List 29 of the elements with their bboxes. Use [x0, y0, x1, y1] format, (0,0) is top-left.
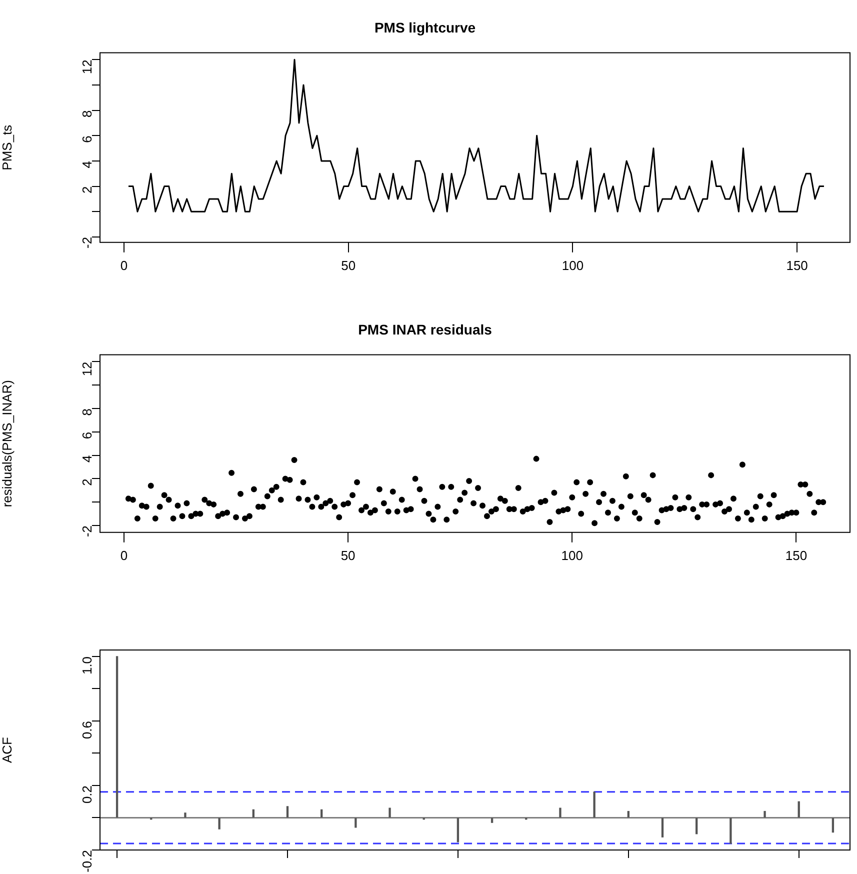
- x-tick-label: 50: [340, 548, 356, 563]
- x-tick-label: 0: [120, 258, 128, 273]
- x-tick-label: 100: [561, 548, 583, 563]
- y-tick-label: 12: [80, 60, 95, 74]
- chart-title: PMS INAR residuals: [358, 321, 492, 338]
- y-tick-label: 6: [80, 136, 95, 143]
- x-tick-label: 150: [785, 548, 808, 563]
- x-tick-label: 150: [786, 258, 808, 273]
- y-tick-label: -0.2: [80, 850, 95, 872]
- x-tick-label: 0: [120, 548, 128, 563]
- y-tick-label: 0.6: [80, 720, 95, 740]
- chart-title: PMS lightcurve: [374, 19, 476, 36]
- y-tick-label: 4: [80, 455, 95, 463]
- y-tick-label: 4: [80, 160, 95, 168]
- x-tick-label: 50: [341, 258, 356, 273]
- y-tick-label: -2: [80, 525, 95, 538]
- y-tick-label: 8: [80, 408, 95, 416]
- y-axis-title: ACF: [0, 736, 14, 763]
- y-tick-label: 6: [80, 432, 95, 440]
- y-tick-label: 0.2: [80, 785, 95, 804]
- y-tick-label: 8: [80, 110, 95, 118]
- y-tick-label: -2: [80, 236, 95, 249]
- y-tick-label: 2: [80, 186, 95, 194]
- x-tick-label: 100: [562, 258, 584, 273]
- y-tick-label: 12: [80, 362, 95, 376]
- y-axis-title: PMS_ts: [0, 124, 14, 170]
- y-axis-title: residuals(PMS_INAR): [0, 380, 14, 508]
- y-tick-label: 1.0: [80, 656, 95, 675]
- y-tick-label: 2: [80, 478, 95, 486]
